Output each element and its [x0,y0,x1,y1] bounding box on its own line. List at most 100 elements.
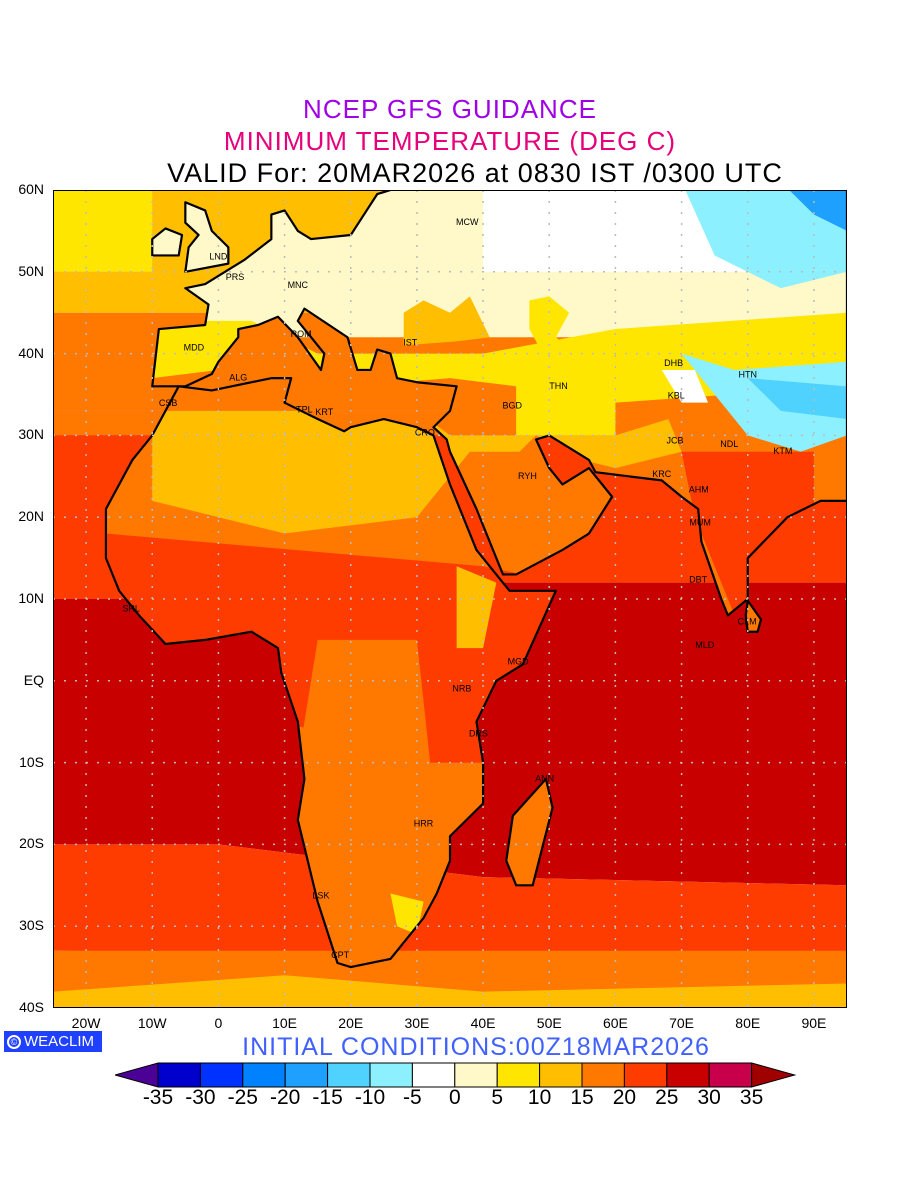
colorbar-swatch [666,1062,710,1088]
lat-label: 20N [18,508,44,525]
city-label-mld: MLD [695,640,715,650]
colorbar-swatch [623,1062,668,1088]
field-ethiopia [456,566,497,649]
lon-label: 20W [71,1015,101,1031]
lon-label: 10E [272,1015,298,1031]
city-label-lnd: LND [209,252,228,262]
city-label-kbl: KBL [668,391,685,401]
colorbar-label: 15 [570,1086,594,1109]
lon-label: 30E [404,1015,430,1031]
temperature-map: LND PRS MNC ROM MDD ALG CSB TPL KRT IST CRO BGD THN M… [53,190,847,1008]
city-label-mcw: MCW [456,217,479,227]
lon-label: 0 [214,1015,223,1031]
city-label-dbt: DBT [689,575,708,585]
colorbar-label: -15 [312,1086,343,1109]
lat-label: 50N [18,262,44,279]
field-cold-siberia [780,190,847,231]
city-label-nrb: NRB [452,683,471,693]
colorbar-swatch [242,1062,286,1088]
field-afghan-snow [661,369,709,403]
field-congo [297,639,431,804]
colorbar-under-arrow [115,1062,159,1088]
field-tibet-cold [747,378,847,420]
city-label-tpl: TPL [296,404,313,414]
colorbar-label: -10 [354,1086,386,1109]
field-iran [516,369,616,436]
field-madagascar [509,795,550,886]
lon-label: 50E [536,1015,562,1031]
copyright-circle-icon: © [7,1034,21,1049]
city-label-clm: CLM [738,616,757,626]
lon-label: 40E [470,1015,496,1031]
colorbar-label: 30 [697,1086,721,1109]
city-label-krc: KRC [652,469,672,479]
colorbar-swatch [708,1062,753,1088]
city-label-lsk: LSK [312,890,329,900]
lon-label: 20E [338,1015,364,1031]
lon-label: 10W [137,1015,167,1031]
ocean-band [53,190,153,272]
city-label-mdd: MDD [184,342,205,352]
lon-label: 60E [602,1015,628,1031]
colorbar-label: 5 [491,1086,504,1109]
lat-label: 60N [18,181,44,197]
lat-label: 40N [18,344,44,361]
ocean-band [53,975,847,1008]
city-label-prs: PRS [226,272,245,282]
weaclim-logo: © WEACLIM [4,1031,102,1052]
field-lesotho [390,893,424,935]
city-label-hrr: HRR [414,818,434,828]
field-tibet [681,353,847,452]
colorbar-label: 35 [739,1086,764,1109]
lon-label: 90E [801,1015,827,1031]
lat-label: 30S [19,917,44,934]
colorbar-label: 20 [612,1086,637,1109]
city-label-ktm: KTM [773,446,792,456]
coastline [184,201,230,273]
city-label-srl: SRL [122,603,140,613]
colorbar-swatch [411,1062,456,1088]
city-label-ryh: RYH [518,471,537,481]
city-label-rom: ROM [291,329,312,339]
caspian-sea [529,296,576,379]
city-label-htn: HTN [739,369,758,379]
colorbar-swatch [581,1062,625,1088]
colorbar-swatch [327,1062,371,1088]
colorbar-swatch [454,1062,498,1088]
city-label-krt: KRT [315,407,333,417]
colorbar [115,1062,797,1088]
colorbar-label: -5 [403,1086,422,1109]
city-label-cro: CRO [415,427,435,437]
city-label-drs: DRS [469,728,488,738]
city-label-thn: THN [549,381,568,391]
colorbar-label: -25 [227,1086,258,1109]
title-variable: MINIMUM TEMPERATURE (DEG C) [223,126,677,156]
lat-label: 10N [18,590,44,606]
city-label-alg: ALG [229,373,247,383]
colorbar-label: 0 [448,1086,461,1109]
colorbar-swatch [157,1062,201,1088]
colorbar-label: 10 [527,1086,552,1109]
ocean-band [53,844,847,959]
colorbar-label: -30 [185,1086,216,1109]
logo-text: WEACLIM [24,1033,95,1050]
lat-label: 10S [19,753,44,770]
city-label-csb: CSB [159,398,178,408]
lat-label: 20S [19,835,44,852]
lon-label: 80E [735,1015,761,1031]
coastline [104,377,557,969]
city-label-mgd: MGD [508,656,529,666]
coastline [151,190,847,617]
colorbar-swatch [284,1062,329,1088]
city-label-ist: IST [403,337,418,347]
title-valid-time: VALID For: 20MAR2026 at 0830 IST /0300 U… [167,158,783,188]
title-model: NCEP GFS GUIDANCE [303,94,597,124]
colorbar-swatch [496,1062,541,1088]
lat-label: EQ [23,671,44,688]
city-label-jcb: JCB [666,436,683,446]
black-sea [403,296,490,346]
lat-label: 30N [18,426,44,443]
city-label-mnc: MNC [288,280,309,290]
colorbar-label: -20 [270,1086,301,1109]
